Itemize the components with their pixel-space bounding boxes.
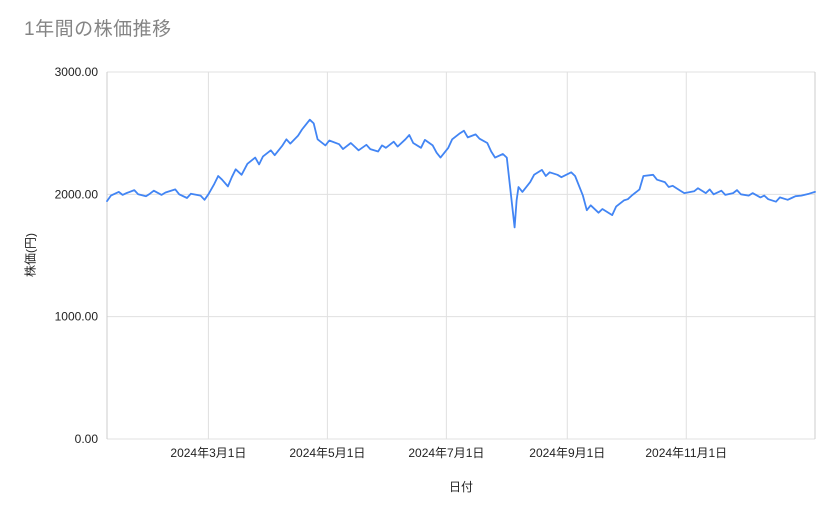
x-tick-label: 2024年9月1日 bbox=[529, 446, 605, 460]
x-tick-label: 2024年11月1日 bbox=[645, 446, 727, 460]
x-axis-title: 日付 bbox=[448, 480, 474, 494]
x-tick-label: 2024年7月1日 bbox=[408, 446, 484, 460]
x-tick-label: 2024年5月1日 bbox=[289, 446, 365, 460]
y-tick-label: 1000.00 bbox=[55, 310, 99, 324]
x-tick-label: 2024年3月1日 bbox=[170, 446, 246, 460]
price-line-series bbox=[106, 118, 816, 229]
y-tick-label: 3000.00 bbox=[55, 65, 99, 79]
chart-title: 1年間の株価推移 bbox=[24, 19, 172, 40]
y-axis-title: 株価(円) bbox=[23, 233, 38, 277]
y-tick-label: 0.00 bbox=[75, 432, 99, 446]
y-tick-label: 2000.00 bbox=[55, 187, 99, 201]
